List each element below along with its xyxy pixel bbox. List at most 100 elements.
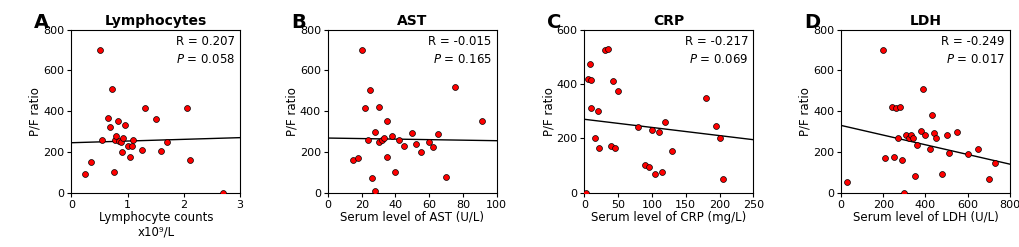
- Title: LDH: LDH: [909, 15, 941, 28]
- Point: [159, 140, 175, 144]
- Point: [891, 105, 907, 109]
- Point: [357, 106, 373, 110]
- Point: [153, 149, 169, 153]
- Point: [912, 128, 928, 132]
- Point: [586, 136, 602, 140]
- Y-axis label: P/F ratio: P/F ratio: [541, 87, 554, 136]
- Point: [653, 170, 669, 174]
- Point: [591, 146, 607, 150]
- Point: [589, 109, 605, 113]
- Point: [898, 133, 914, 137]
- Text: R = -0.217
$P$ = 0.069: R = -0.217 $P$ = 0.069: [684, 35, 748, 65]
- Point: [920, 147, 936, 151]
- Point: [114, 150, 130, 154]
- Text: A: A: [35, 13, 49, 32]
- Point: [940, 151, 956, 155]
- Point: [979, 177, 996, 181]
- Point: [104, 87, 120, 91]
- Point: [94, 138, 110, 142]
- Point: [133, 148, 150, 152]
- Point: [697, 96, 713, 100]
- Point: [714, 177, 731, 181]
- Point: [606, 146, 623, 150]
- Point: [637, 164, 653, 167]
- Point: [599, 47, 615, 51]
- Point: [113, 140, 129, 144]
- Point: [707, 124, 723, 128]
- Point: [215, 191, 231, 195]
- Point: [650, 129, 666, 133]
- Point: [125, 138, 142, 142]
- Point: [969, 147, 985, 151]
- Point: [367, 189, 383, 193]
- Y-axis label: P/F ratio: P/F ratio: [798, 87, 811, 136]
- Point: [937, 133, 954, 137]
- Point: [922, 113, 938, 117]
- Y-axis label: P/F ratio: P/F ratio: [29, 87, 42, 136]
- Text: D: D: [803, 13, 819, 32]
- Point: [925, 131, 942, 135]
- Point: [609, 89, 626, 93]
- Point: [583, 78, 599, 82]
- Point: [579, 77, 595, 81]
- Point: [421, 140, 437, 144]
- Point: [656, 120, 673, 124]
- Point: [577, 191, 593, 195]
- Point: [916, 133, 932, 137]
- Point: [344, 158, 361, 162]
- Text: B: B: [290, 13, 306, 32]
- Point: [933, 172, 950, 176]
- Point: [387, 170, 404, 174]
- Point: [119, 144, 136, 148]
- X-axis label: Serum level of CRP (mg/L): Serum level of CRP (mg/L): [591, 211, 746, 224]
- Point: [395, 144, 412, 148]
- Point: [429, 132, 445, 136]
- Text: C: C: [547, 13, 561, 32]
- Point: [710, 136, 727, 140]
- Point: [604, 79, 621, 83]
- Point: [896, 191, 912, 195]
- Point: [889, 136, 905, 140]
- Point: [378, 119, 394, 123]
- Point: [360, 138, 376, 142]
- Point: [122, 155, 139, 159]
- Point: [581, 62, 597, 65]
- Point: [630, 125, 646, 129]
- Point: [948, 130, 964, 134]
- Point: [362, 88, 378, 92]
- Point: [986, 161, 1003, 165]
- Point: [908, 143, 924, 147]
- X-axis label: Serum level of LDH (U/L): Serum level of LDH (U/L): [852, 211, 998, 224]
- Point: [108, 134, 124, 138]
- Text: R = -0.015
$P$ = 0.165: R = -0.015 $P$ = 0.165: [428, 35, 491, 65]
- Point: [643, 128, 659, 132]
- Point: [602, 144, 619, 148]
- Title: CRP: CRP: [652, 15, 684, 28]
- Point: [116, 124, 132, 127]
- Point: [902, 133, 918, 137]
- Point: [839, 181, 855, 185]
- Point: [640, 165, 656, 169]
- Point: [367, 130, 383, 134]
- Point: [115, 136, 131, 140]
- Point: [927, 136, 944, 140]
- Point: [437, 175, 453, 179]
- Point: [102, 125, 118, 129]
- Point: [887, 106, 903, 110]
- Point: [178, 106, 195, 110]
- Point: [105, 170, 121, 174]
- Point: [148, 117, 164, 121]
- Point: [408, 142, 424, 146]
- Point: [663, 149, 680, 153]
- X-axis label: Serum level of AST (U/L): Serum level of AST (U/L): [340, 211, 484, 224]
- Title: AST: AST: [396, 15, 427, 28]
- Point: [77, 172, 94, 176]
- Point: [390, 138, 407, 142]
- Point: [92, 48, 108, 52]
- Point: [906, 174, 922, 178]
- Point: [473, 119, 489, 123]
- Point: [370, 140, 386, 144]
- Point: [894, 158, 910, 162]
- Point: [596, 48, 612, 52]
- Point: [647, 172, 663, 176]
